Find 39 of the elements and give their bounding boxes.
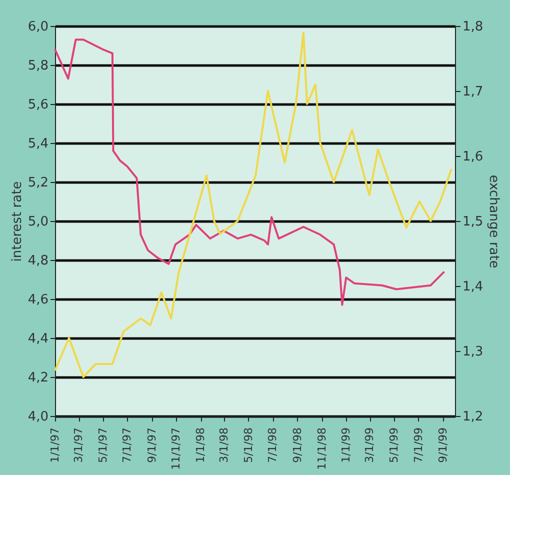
x-tick-label: 5/1/99 — [387, 428, 400, 463]
y-tick-label: 6,0 — [28, 20, 48, 34]
y2-axis-title: exchange rate — [486, 174, 502, 268]
x-tick-label: 11/1/97 — [170, 428, 183, 470]
x-tick-label: 7/1/98 — [266, 428, 280, 463]
x-tick-label: 9/1/97 — [145, 428, 158, 463]
y-tick-label: 5,0 — [28, 214, 48, 230]
line-series — [54, 32, 452, 378]
y-axis-title: interest rate — [10, 181, 25, 262]
x-tick-label: 5/1/97 — [96, 428, 110, 463]
x-tick-label: 11/1/98 — [315, 428, 328, 470]
line-series — [54, 38, 446, 306]
y-tick-label: 5,6 — [28, 98, 48, 112]
y2-tick-label: 1,5 — [462, 214, 484, 230]
x-tick-label: 9/1/99 — [436, 428, 450, 463]
y2-tick-label: 1,2 — [462, 410, 484, 424]
x-tick-label: 9/1/98 — [290, 428, 304, 463]
x-tick-label: 3/1/99 — [363, 428, 376, 463]
y2-tick-label: 1,7 — [462, 84, 484, 100]
y-tick-label: 5,4 — [28, 136, 48, 152]
y-tick-label: 4,4 — [28, 332, 48, 346]
x-tick-label: 3/1/98 — [218, 428, 231, 463]
y-tick-label: 4,2 — [28, 370, 48, 386]
y-tick-label: 4,6 — [28, 292, 48, 308]
x-tick-label: 3/1/97 — [72, 428, 86, 463]
y-tick-label: 5,8 — [28, 58, 48, 74]
x-tick-label: 1/1/97 — [48, 428, 62, 463]
y-tick-label: 4,0 — [28, 410, 48, 424]
y2-tick-label: 1,8 — [462, 20, 484, 34]
y2-tick-label: 1,3 — [462, 344, 484, 360]
y-tick-label: 5,2 — [28, 176, 48, 190]
x-tick-label: 1/1/99 — [340, 428, 353, 463]
x-tick-label: 7/1/99 — [412, 428, 425, 463]
y2-tick-label: 1,6 — [462, 150, 484, 164]
x-tick-label: 7/1/97 — [120, 428, 134, 463]
x-tick-label: 5/1/98 — [242, 428, 255, 463]
y2-tick-label: 1,4 — [462, 280, 484, 294]
x-tick-label: 1/1/98 — [194, 428, 208, 463]
y-tick-label: 4,8 — [28, 254, 48, 268]
